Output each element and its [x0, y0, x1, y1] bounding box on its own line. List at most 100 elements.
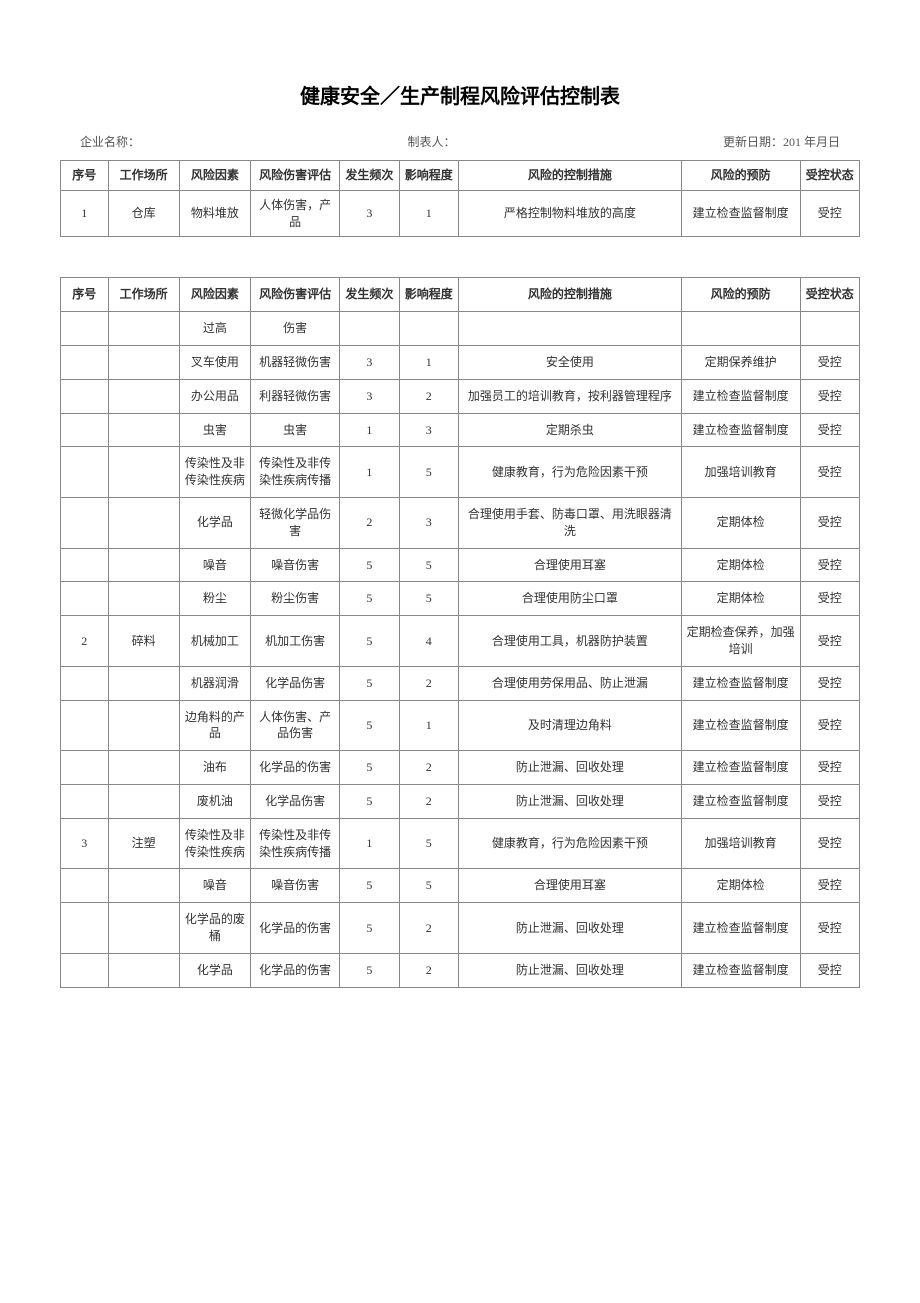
cell-freq: 1 [340, 818, 399, 869]
cell-measure: 防止泄漏、回收处理 [458, 751, 681, 785]
cell-seq [61, 582, 109, 616]
table-row: 3注塑传染性及非传染性疾病传染性及非传染性疾病传播15健康教育，行为危险因素干预… [61, 818, 860, 869]
header-seq: 序号 [61, 161, 109, 191]
cell-impact: 1 [399, 700, 458, 751]
cell-place [108, 582, 179, 616]
cell-eval: 化学品的伤害 [251, 953, 340, 987]
cell-factor: 叉车使用 [179, 345, 250, 379]
header-freq: 发生频次 [340, 278, 399, 312]
cell-place [108, 548, 179, 582]
cell-eval: 化学品的伤害 [251, 903, 340, 954]
date-label: 更新日期：201 年月日 [723, 133, 840, 150]
header-place: 工作场所 [108, 161, 179, 191]
cell-place [108, 869, 179, 903]
cell-eval: 化学品伤害 [251, 784, 340, 818]
cell-place [108, 497, 179, 548]
cell-seq [61, 379, 109, 413]
company-label: 企业名称： [80, 133, 140, 150]
cell-impact [399, 312, 458, 346]
cell-factor: 化学品 [179, 953, 250, 987]
cell-status: 受控 [800, 666, 859, 700]
cell-freq: 5 [340, 582, 399, 616]
cell-factor: 化学品 [179, 497, 250, 548]
cell-status: 受控 [800, 784, 859, 818]
cell-status [800, 312, 859, 346]
table-header-row: 序号 工作场所 风险因素 风险伤害评估 发生频次 影响程度 风险的控制措施 风险… [61, 278, 860, 312]
cell-freq [340, 312, 399, 346]
cell-prevent: 建立检查监督制度 [681, 903, 800, 954]
cell-measure: 安全使用 [458, 345, 681, 379]
cell-factor: 机器润滑 [179, 666, 250, 700]
cell-seq [61, 447, 109, 498]
cell-impact: 4 [399, 616, 458, 667]
header-prevent: 风险的预防 [681, 161, 800, 191]
table-row: 过高伤害 [61, 312, 860, 346]
cell-impact: 2 [399, 751, 458, 785]
cell-measure: 合理使用工具，机器防护装置 [458, 616, 681, 667]
header-eval: 风险伤害评估 [251, 278, 340, 312]
cell-freq: 1 [340, 413, 399, 447]
cell-factor: 化学品的废桶 [179, 903, 250, 954]
cell-freq: 5 [340, 953, 399, 987]
cell-place [108, 413, 179, 447]
cell-impact: 5 [399, 818, 458, 869]
cell-status: 受控 [800, 818, 859, 869]
cell-prevent: 定期体检 [681, 548, 800, 582]
cell-measure: 合理使用防尘口罩 [458, 582, 681, 616]
table-row: 1仓库物料堆放人体伤害，产品31严格控制物料堆放的高度建立检查监督制度受控 [61, 190, 860, 237]
meta-row: 企业名称： 制表人： 更新日期：201 年月日 [60, 133, 860, 150]
cell-factor: 办公用品 [179, 379, 250, 413]
cell-seq [61, 953, 109, 987]
cell-status: 受控 [800, 953, 859, 987]
cell-measure: 加强员工的培训教育，按利器管理程序 [458, 379, 681, 413]
cell-seq [61, 345, 109, 379]
cell-impact: 2 [399, 953, 458, 987]
cell-eval: 轻微化学品伤害 [251, 497, 340, 548]
cell-measure: 防止泄漏、回收处理 [458, 953, 681, 987]
cell-measure: 严格控制物料堆放的高度 [458, 190, 681, 237]
cell-impact: 2 [399, 903, 458, 954]
cell-freq: 5 [340, 751, 399, 785]
cell-prevent: 定期检查保养，加强培训 [681, 616, 800, 667]
cell-freq: 2 [340, 497, 399, 548]
cell-freq: 3 [340, 345, 399, 379]
cell-freq: 5 [340, 700, 399, 751]
cell-eval: 传染性及非传染性疾病传播 [251, 818, 340, 869]
cell-prevent: 建立检查监督制度 [681, 666, 800, 700]
table-row: 噪音噪音伤害55合理使用耳塞定期体检受控 [61, 869, 860, 903]
cell-impact: 3 [399, 497, 458, 548]
cell-eval: 机器轻微伤害 [251, 345, 340, 379]
cell-status: 受控 [800, 548, 859, 582]
table-row: 传染性及非传染性疾病传染性及非传染性疾病传播15健康教育，行为危险因素干预加强培… [61, 447, 860, 498]
cell-impact: 5 [399, 869, 458, 903]
cell-freq: 5 [340, 548, 399, 582]
cell-eval: 化学品的伤害 [251, 751, 340, 785]
cell-factor: 虫害 [179, 413, 250, 447]
cell-eval: 噪音伤害 [251, 548, 340, 582]
cell-place [108, 700, 179, 751]
table-row: 2碎料机械加工机加工伤害54合理使用工具，机器防护装置定期检查保养，加强培训受控 [61, 616, 860, 667]
header-measure: 风险的控制措施 [458, 161, 681, 191]
cell-prevent: 定期体检 [681, 497, 800, 548]
risk-table-1: 序号 工作场所 风险因素 风险伤害评估 发生频次 影响程度 风险的控制措施 风险… [60, 160, 860, 237]
cell-freq: 3 [340, 190, 399, 237]
header-factor: 风险因素 [179, 161, 250, 191]
cell-factor: 废机油 [179, 784, 250, 818]
cell-factor: 过高 [179, 312, 250, 346]
cell-status: 受控 [800, 903, 859, 954]
table-row: 废机油化学品伤害52防止泄漏、回收处理建立检查监督制度受控 [61, 784, 860, 818]
cell-status: 受控 [800, 497, 859, 548]
cell-place [108, 903, 179, 954]
cell-seq [61, 413, 109, 447]
cell-eval: 人体伤害、产品伤害 [251, 700, 340, 751]
header-measure: 风险的控制措施 [458, 278, 681, 312]
header-seq: 序号 [61, 278, 109, 312]
cell-measure: 防止泄漏、回收处理 [458, 903, 681, 954]
cell-status: 受控 [800, 751, 859, 785]
cell-freq: 5 [340, 869, 399, 903]
table-row: 叉车使用机器轻微伤害31安全使用定期保养维护受控 [61, 345, 860, 379]
cell-status: 受控 [800, 616, 859, 667]
cell-impact: 5 [399, 582, 458, 616]
cell-seq [61, 869, 109, 903]
cell-prevent: 建立检查监督制度 [681, 953, 800, 987]
